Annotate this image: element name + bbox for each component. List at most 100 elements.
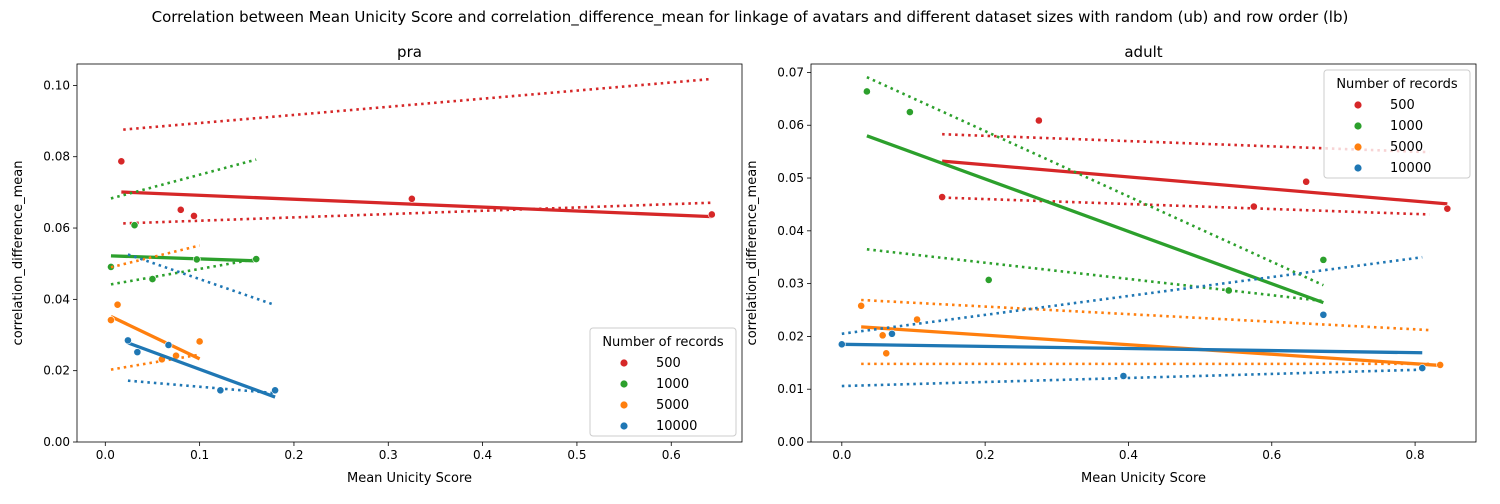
data-point-1000 [1319,255,1328,264]
lower-bound-line-10000 [127,379,276,395]
x-tick-label: 0.4 [1119,448,1138,462]
data-point-5000 [195,337,204,346]
regression-line-10000 [841,342,1423,355]
y-tick-label: 0.04 [777,224,804,238]
legend-label-1000: 1000 [1390,119,1423,134]
data-point-10000 [1418,364,1427,372]
y-tick-label: 0.04 [43,292,70,306]
regression-line-500 [121,190,712,219]
data-point-5000 [878,331,887,340]
lower-bound-line-5000 [110,353,200,371]
data-point-500 [176,205,185,214]
data-point-10000 [216,386,225,395]
legend: Number of records 500 1000 5000 10000 [589,327,737,437]
data-point-1000 [192,255,201,264]
y-tick-label: 0.06 [43,221,70,235]
x-tick-label: 0.6 [662,448,681,462]
legend-label-5000: 5000 [1390,140,1423,155]
x-tick-label: 0.8 [1406,448,1425,462]
y-tick-label: 0.03 [777,277,804,291]
lower-bound-line-1000 [110,257,257,286]
legend-box [1323,69,1471,179]
plot-frame [810,63,1477,443]
regression-line-5000 [861,325,1441,368]
legend-marker-1000 [620,380,628,388]
lower-bound-line-10000 [841,368,1423,388]
x-tick-label: 0.0 [96,448,115,462]
legend-title: Number of records [602,335,724,350]
legend-label-10000: 10000 [1390,161,1431,176]
y-tick-label: 0.02 [777,329,804,343]
data-point-500 [407,194,416,203]
upper-bound-line-5000 [861,298,1430,332]
x-tick-label: 0.1 [190,448,209,462]
chart-panel-pra: pra 0.0 0.1 0.2 0.3 0.4 0.5 0.6 0.00 0.02 0.04 0.06… [11,43,743,486]
x-axis-label: Mean Unicity Score [1081,471,1206,486]
data-point-10000 [837,340,846,349]
x-tick-label: 0.0 [832,448,851,462]
lower-bound-line-500 [123,201,712,225]
data-point-500 [1249,202,1258,211]
legend-marker-10000 [1354,164,1362,172]
data-point-1000 [1224,286,1233,295]
regression-line-1000 [110,254,257,263]
legend: Number of records 500 1000 5000 10000 [1323,69,1471,179]
data-point-5000 [113,300,122,309]
legend-title: Number of records [1336,77,1458,92]
y-tick-label: 0.00 [43,435,70,449]
data-point-500 [1034,116,1043,125]
data-point-5000 [857,301,866,310]
chart-panel-adult: adult 0.0 0.2 0.4 0.6 0.8 0.00 0.01 0.02 0.03 0.04… [745,43,1477,486]
y-tick-label: 0.08 [43,150,70,164]
data-point-1000 [148,275,157,283]
data-point-1000 [130,221,139,230]
data-point-5000 [107,316,115,324]
data-point-10000 [1119,372,1128,380]
data-point-10000 [888,329,896,338]
y-axis-label: correlation_difference_mean [11,161,26,346]
upper-bound-line-1000 [866,76,1324,287]
data-point-500 [707,210,716,219]
legend-marker-500 [1354,101,1362,109]
y-tick-label: 0.02 [43,364,70,378]
data-point-10000 [124,336,132,345]
y-axis-label: correlation_difference_mean [745,161,760,346]
legend-label-500: 500 [1390,98,1415,113]
regression-line-1000 [866,134,1324,305]
y-tick-label: 0.00 [777,435,804,449]
legend-label-5000: 5000 [656,398,689,413]
figure-suptitle: Correlation between Mean Unicity Score a… [151,8,1349,26]
data-point-1000 [905,108,914,116]
lower-bound-line-500 [942,196,1430,216]
lower-bound-line-1000 [866,248,1324,303]
x-tick-label: 0.2 [284,448,303,462]
data-point-10000 [164,341,173,349]
x-tick-label: 0.4 [473,448,492,462]
x-tick-label: 0.2 [976,448,995,462]
y-tick-label: 0.06 [777,118,804,132]
legend-marker-500 [620,359,628,367]
legend-marker-1000 [1354,122,1362,130]
regression-line-5000 [110,314,201,361]
x-tick-label: 0.6 [1262,448,1281,462]
data-point-5000 [1436,361,1445,369]
panel-title: adult [1124,43,1162,61]
data-point-500 [1443,204,1452,213]
data-point-10000 [133,348,142,357]
regression-line-500 [941,159,1448,206]
x-tick-label: 0.5 [567,448,586,462]
data-point-500 [117,157,126,166]
y-tick-label: 0.05 [777,171,804,185]
x-tick-label: 0.3 [379,448,398,462]
legend-marker-10000 [620,422,628,430]
data-point-1000 [984,276,993,284]
data-point-500 [1302,177,1311,186]
upper-bound-line-5000 [110,244,200,269]
legend-label-500: 500 [656,356,681,371]
legend-label-10000: 10000 [656,419,697,434]
data-point-500 [190,212,198,220]
regression-line-10000 [127,341,276,399]
data-point-10000 [1319,310,1328,319]
